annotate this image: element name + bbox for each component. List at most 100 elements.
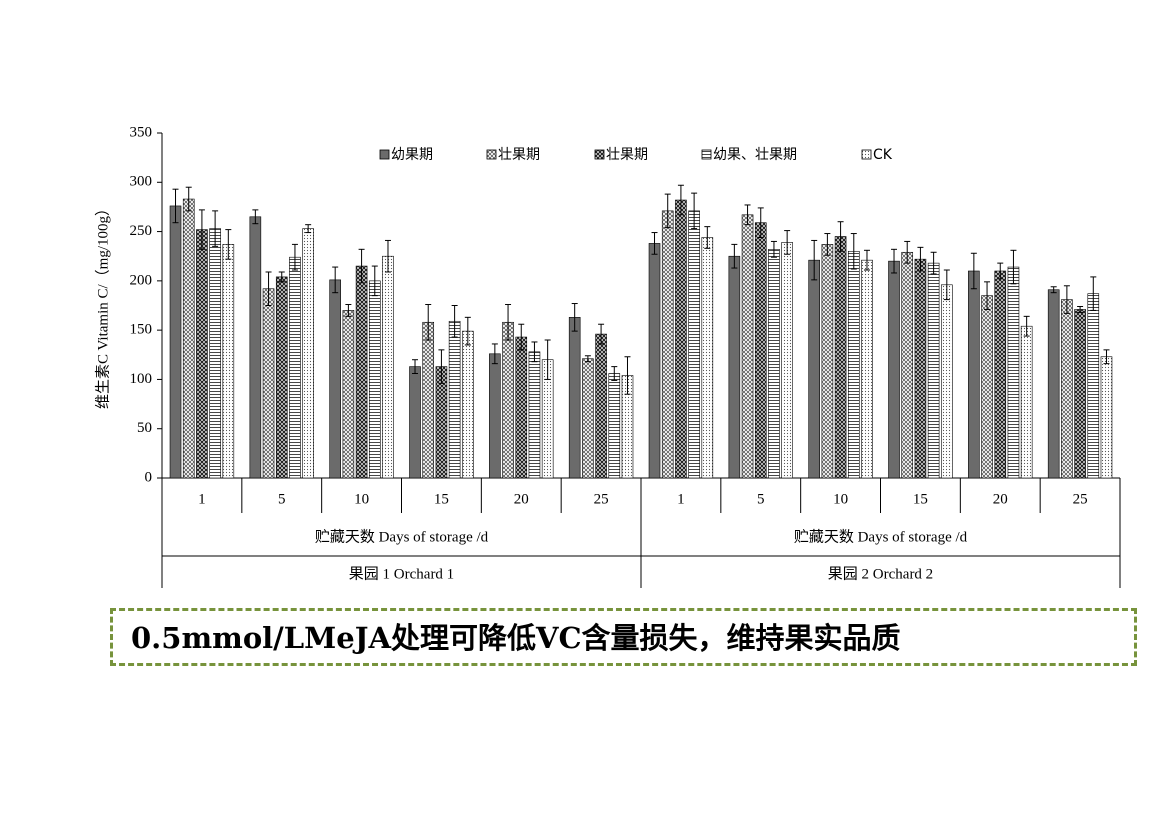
- bar: [768, 249, 780, 479]
- error-bar: [850, 233, 857, 270]
- error-bar: [531, 341, 538, 363]
- bar: [582, 358, 594, 479]
- error-bar: [491, 343, 498, 365]
- error-bar: [1077, 305, 1084, 313]
- error-bar: [252, 209, 259, 225]
- y-tick-label: 250: [130, 223, 153, 239]
- legend-label: CK: [873, 147, 893, 163]
- error-bar: [371, 265, 378, 297]
- bar: [781, 242, 793, 479]
- bar: [994, 270, 1007, 479]
- bar: [302, 228, 314, 479]
- error-bar: [824, 233, 831, 256]
- bar: [941, 284, 953, 479]
- error-bar: [1090, 276, 1097, 311]
- error-bar: [358, 248, 365, 284]
- bar: [688, 210, 700, 479]
- legend-label: 壮果期: [606, 147, 648, 163]
- error-bar: [1103, 349, 1110, 365]
- x-tick-label: 15: [434, 491, 449, 507]
- x-tick-label: 25: [1073, 491, 1088, 507]
- bar: [1100, 356, 1113, 479]
- x-tick-label: 5: [278, 491, 286, 507]
- bar: [861, 259, 873, 479]
- bar: [489, 353, 501, 479]
- y-tick-label: 0: [145, 469, 153, 485]
- bar: [1074, 309, 1086, 479]
- bar: [169, 205, 182, 479]
- bar: [182, 198, 195, 479]
- bar: [275, 276, 288, 479]
- error-bar: [518, 323, 525, 351]
- error-bar: [451, 305, 458, 338]
- bar: [528, 351, 541, 479]
- bar: [728, 255, 741, 479]
- legend-swatch: [379, 149, 390, 160]
- bar: [382, 255, 394, 479]
- bar: [1020, 325, 1033, 479]
- bar: [289, 256, 301, 479]
- bar: [329, 279, 341, 479]
- y-tick-label: 50: [137, 420, 152, 436]
- bar: [661, 210, 674, 479]
- error-bar: [891, 248, 898, 274]
- x-tick-label: 1: [677, 491, 685, 507]
- bar: [209, 228, 221, 479]
- error-bar: [278, 271, 285, 283]
- y-tick-label: 200: [130, 272, 153, 288]
- x-tick-label: 1: [198, 491, 206, 507]
- bar: [968, 270, 980, 479]
- error-bar: [664, 193, 671, 229]
- error-bar: [943, 269, 950, 301]
- error-bar: [212, 210, 219, 247]
- error-bar: [651, 232, 658, 255]
- error-bar: [984, 281, 991, 310]
- error-bar: [265, 271, 272, 306]
- error-bar: [731, 243, 738, 269]
- bar: [821, 244, 834, 479]
- bar: [262, 288, 275, 479]
- bar: [422, 321, 435, 479]
- x-tick-label: 10: [354, 491, 369, 507]
- error-bar: [1010, 249, 1017, 285]
- error-bar: [624, 356, 631, 395]
- legend-label: 壮果期: [498, 147, 540, 163]
- error-bar: [505, 304, 512, 341]
- error-bar: [384, 239, 391, 273]
- error-bar: [198, 209, 205, 250]
- error-bar: [172, 188, 179, 224]
- error-bar: [1063, 285, 1070, 314]
- bar: [914, 258, 927, 479]
- x-tick-label: 5: [757, 491, 765, 507]
- caption: 0.5mmol/LMeJA处理可降低VC含量损失，维持果实品质: [110, 608, 1137, 666]
- error-bar: [917, 246, 924, 272]
- error-bar: [744, 204, 751, 226]
- bar: [888, 260, 900, 479]
- bar: [342, 310, 355, 479]
- error-bar: [332, 266, 339, 294]
- bar: [222, 244, 235, 479]
- x-tick-label: 10: [833, 491, 848, 507]
- bar: [1087, 293, 1100, 479]
- error-bar: [1023, 315, 1030, 337]
- y-tick-label: 150: [130, 322, 153, 338]
- y-axis-title: 维生素C Vitamin C/（mg/100g）: [94, 201, 111, 409]
- error-bar: [970, 252, 977, 290]
- error-bar: [863, 249, 870, 271]
- bar: [515, 336, 528, 479]
- error-bar: [757, 207, 764, 238]
- error-bar: [677, 184, 684, 216]
- group-label: 果园 2 Orchard 2: [828, 565, 933, 582]
- bar: [608, 373, 621, 479]
- bar: [675, 199, 687, 479]
- bar: [1061, 299, 1073, 479]
- legend-swatch: [486, 149, 497, 160]
- error-bar: [904, 240, 911, 264]
- x-tick-label: 20: [993, 491, 1008, 507]
- error-bar: [305, 224, 312, 234]
- x-axis-title: 贮藏天数 Days of storage /d: [315, 528, 489, 545]
- error-bar: [811, 239, 818, 281]
- x-tick-label: 25: [594, 491, 609, 507]
- error-bar: [571, 303, 578, 332]
